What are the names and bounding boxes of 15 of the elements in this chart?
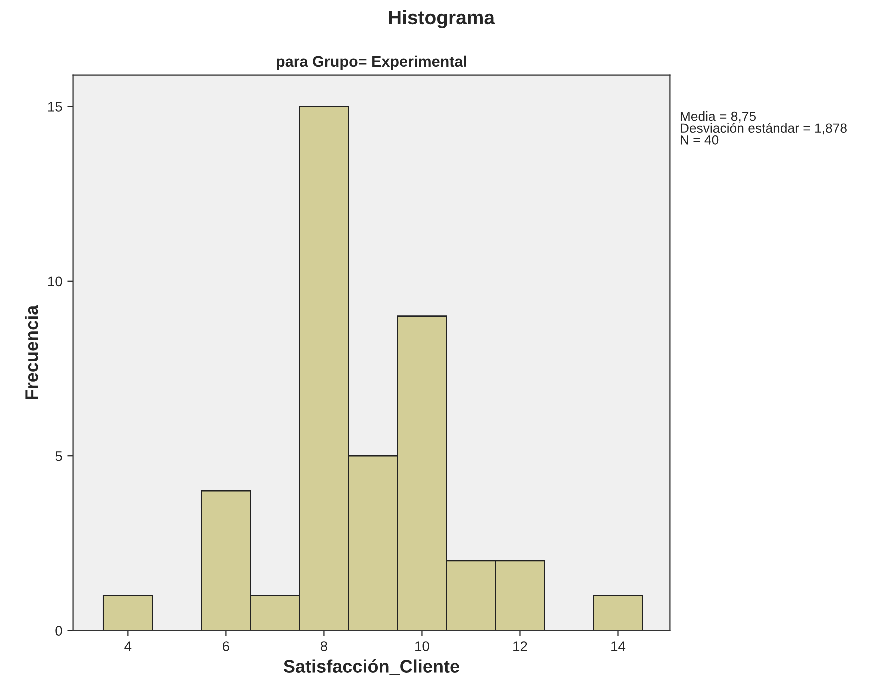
text: Media = 8,75 Desviación estándar = 1,878 N = 40: [680, 112, 847, 145]
x-tick-label: 14: [612, 642, 626, 652]
x-tick-label: 10: [416, 642, 430, 652]
x-tick-label: 12: [514, 642, 528, 652]
chart-subtitle: para Grupo= Experimental: [277, 56, 466, 70]
chart-title: Histograma: [389, 10, 496, 29]
x-tick-label: 8: [320, 642, 328, 652]
x-axis-title: Satisfacción_Cliente: [284, 660, 460, 675]
y-tick-label: 5: [56, 452, 62, 462]
x-tick-label: 6: [223, 642, 230, 652]
y-axis-title: Frecuencia: [25, 305, 38, 400]
y-tick-label: 10: [48, 276, 62, 287]
y-tick-label: 15: [48, 102, 62, 112]
y-tick-label: 0: [56, 626, 62, 636]
x-tick-label: 4: [124, 642, 132, 652]
